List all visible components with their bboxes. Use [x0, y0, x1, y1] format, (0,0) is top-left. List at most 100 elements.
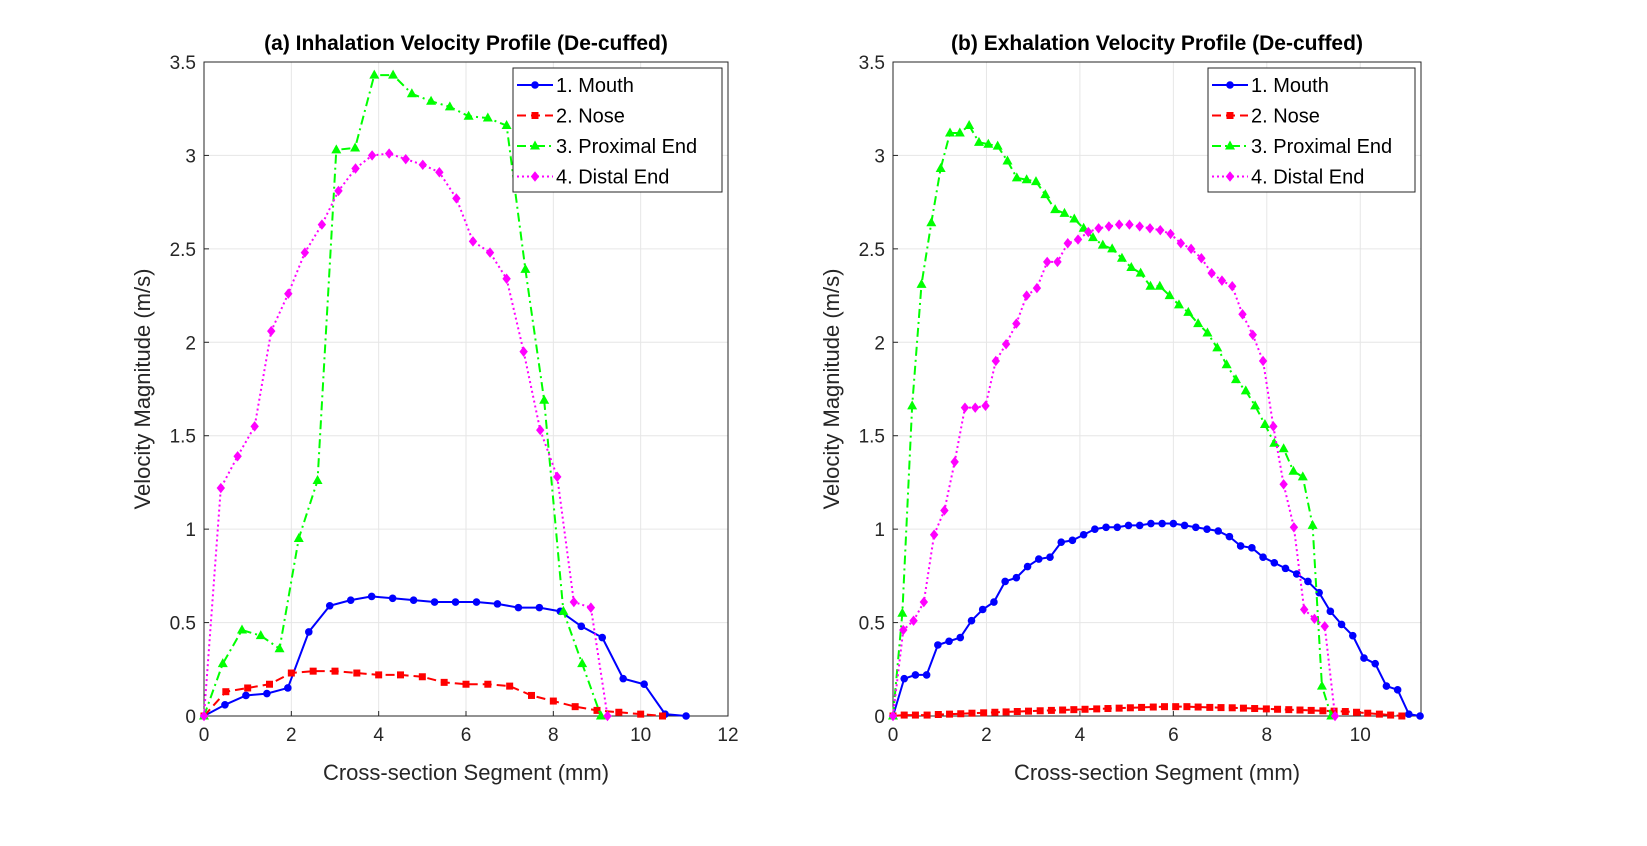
data-point-square [593, 706, 601, 714]
data-point-circle [922, 671, 931, 679]
data-point-triangle [973, 136, 984, 146]
series-distal-end [199, 148, 612, 722]
x-tick-label: 12 [717, 725, 738, 746]
x-tick-label: 8 [1262, 725, 1273, 746]
series-nose [200, 667, 666, 720]
legend-box [512, 67, 723, 193]
data-point-square [1025, 707, 1033, 715]
data-point-square [287, 669, 295, 677]
series-nose [889, 703, 1406, 720]
legend-label: 2. Nose [556, 106, 625, 128]
data-point-diamond [603, 710, 612, 722]
data-point-diamond [1207, 267, 1216, 279]
data-point-square [244, 684, 252, 692]
data-point-diamond [351, 163, 360, 174]
data-point-triangle [312, 475, 323, 485]
x-tick-label: 10 [1350, 725, 1371, 746]
data-point-square [1398, 712, 1406, 720]
data-point-triangle [916, 278, 927, 288]
data-point-triangle [1011, 172, 1022, 182]
data-point-circle [598, 633, 607, 642]
data-point-square [1319, 707, 1327, 715]
data-point-triangle [1040, 189, 1051, 199]
data-point-diamond [1073, 234, 1083, 245]
data-point-circle [1281, 564, 1290, 573]
data-point-triangle [482, 112, 493, 122]
y-axis-label: Velocity Magnitude (m/s) [819, 269, 844, 510]
data-point-circle [640, 680, 648, 689]
y-tick-label: 1.5 [170, 427, 196, 448]
data-point-triangle [926, 217, 937, 227]
data-point-square [1239, 704, 1247, 712]
legend-entry: 2. Nose [517, 106, 625, 128]
data-point-circle [1236, 542, 1245, 550]
data-point-circle [1091, 525, 1099, 533]
data-point-diamond [284, 288, 293, 299]
data-point-square [549, 697, 557, 705]
data-point-diamond [1063, 238, 1072, 249]
data-point-circle [682, 712, 690, 720]
data-point-circle [284, 684, 292, 692]
x-tick-label: 2 [981, 725, 992, 746]
data-point-diamond [250, 421, 259, 432]
y-tick-label: 3.5 [859, 53, 885, 74]
data-point-circle [346, 596, 355, 604]
data-point-diamond [981, 400, 990, 412]
data-point-circle [472, 598, 481, 606]
data-point-circle [1034, 555, 1043, 563]
data-point-diamond [1269, 421, 1278, 432]
x-tick-label: 0 [199, 725, 210, 746]
x-tick-label: 4 [1075, 725, 1086, 746]
data-point-circle [1292, 570, 1301, 578]
data-point-diamond [1248, 329, 1257, 341]
data-point-triangle [369, 69, 380, 79]
data-point-triangle [426, 95, 437, 105]
data-point-square [440, 678, 448, 686]
data-point-circle [514, 603, 523, 612]
data-point-diamond [899, 624, 908, 636]
data-point-square [1251, 705, 1259, 713]
data-point-circle [1360, 654, 1368, 662]
data-point-diamond [991, 355, 1000, 367]
series-mouth [889, 519, 1424, 720]
data-point-triangle [1107, 243, 1118, 253]
data-point-circle [1057, 538, 1066, 547]
data-point-triangle [907, 400, 918, 410]
data-point-diamond [267, 325, 276, 337]
data-point-square [1307, 706, 1315, 714]
data-point-square [1217, 704, 1225, 712]
data-point-triangle [1059, 207, 1070, 217]
y-tick-label: 1 [874, 520, 885, 541]
data-point-square [375, 671, 383, 679]
data-point-circle [1226, 81, 1234, 89]
data-point-diamond [1042, 256, 1052, 268]
data-point-square [900, 711, 908, 719]
data-point-triangle [350, 142, 361, 152]
data-point-diamond [1053, 256, 1062, 268]
data-point-triangle [255, 630, 266, 640]
y-tick-label: 2 [874, 333, 885, 354]
data-point-diamond [1225, 171, 1235, 182]
data-point-square [462, 680, 470, 688]
data-point-diamond [1022, 290, 1031, 301]
data-point-square [528, 691, 535, 699]
data-point-triangle [463, 110, 474, 120]
data-point-triangle [1240, 385, 1251, 395]
legend-label: 4. Distal End [556, 167, 669, 189]
data-point-triangle [1297, 471, 1308, 481]
data-point-diamond [233, 451, 242, 462]
data-point-circle [535, 603, 544, 612]
data-point-circle [990, 598, 998, 606]
data-point-diamond [1125, 219, 1134, 230]
data-point-square [946, 710, 954, 718]
data-point-triangle [983, 138, 994, 148]
x-tick-label: 6 [1168, 725, 1179, 746]
data-point-square [1274, 705, 1282, 713]
data-point-square [331, 667, 339, 675]
axes-box [892, 61, 1422, 717]
data-point-triangle [539, 394, 550, 404]
data-point-diamond [384, 148, 394, 159]
legend-label: 4. Distal End [1251, 167, 1364, 189]
data-point-square [1285, 706, 1293, 714]
y-tick-label: 3 [874, 146, 885, 167]
